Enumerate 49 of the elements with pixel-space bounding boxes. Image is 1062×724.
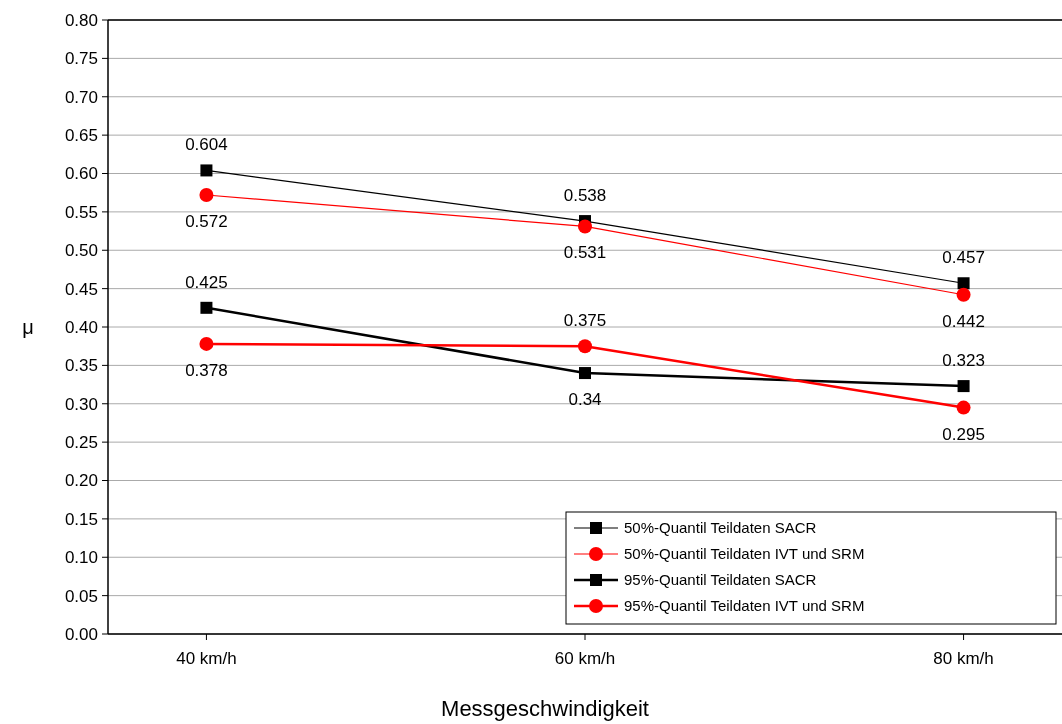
data-label: 0.604 bbox=[185, 135, 228, 155]
legend-label: 95%-Quantil Teildaten SACR bbox=[624, 571, 817, 589]
y-tick-label: 0.55 bbox=[64, 202, 98, 222]
data-label: 0.442 bbox=[942, 311, 985, 331]
data-label: 0.323 bbox=[942, 351, 985, 371]
point bbox=[578, 219, 592, 234]
point bbox=[199, 187, 214, 202]
data-label: 0.34 bbox=[568, 390, 602, 410]
point bbox=[579, 367, 591, 380]
data-label: 0.457 bbox=[942, 248, 985, 268]
y-tick-label: 0.05 bbox=[64, 586, 98, 606]
y-tick-label: 0.25 bbox=[64, 433, 98, 453]
point bbox=[199, 336, 214, 351]
y-tick-label: 0.40 bbox=[64, 317, 98, 337]
data-label: 0.295 bbox=[942, 424, 985, 444]
y-tick-label: 0.15 bbox=[64, 509, 98, 529]
point bbox=[956, 287, 971, 302]
y-tick-label: 0.50 bbox=[64, 241, 98, 261]
legend-label: 50%-Quantil Teildaten SACR bbox=[624, 519, 817, 537]
y-tick-label: 0.35 bbox=[64, 356, 98, 376]
data-label: 0.378 bbox=[185, 360, 228, 380]
y-tick-label: 0.45 bbox=[64, 279, 98, 299]
x-tick-label: 60 km/h bbox=[554, 649, 616, 668]
x-axis-title: Messgeschwindigkeit bbox=[441, 696, 649, 721]
y-tick-label: 0.10 bbox=[64, 548, 98, 568]
data-label: 0.572 bbox=[185, 211, 228, 231]
y-tick-label: 0.60 bbox=[64, 164, 98, 184]
data-label: 0.375 bbox=[563, 311, 607, 331]
legend-label: 95%-Quantil Teildaten IVT und SRM bbox=[624, 597, 865, 615]
y-tick-label: 0.70 bbox=[64, 87, 98, 107]
data-label: 0.531 bbox=[563, 243, 607, 263]
point bbox=[200, 301, 213, 314]
data-label: 0.538 bbox=[563, 186, 607, 206]
x-tick-label: 40 km/h bbox=[176, 649, 237, 668]
point bbox=[578, 339, 592, 354]
legend-label: 50%-Quantil Teildaten IVT und SRM bbox=[624, 545, 865, 563]
y-tick-label: 0.20 bbox=[64, 471, 98, 491]
x-tick-label: 80 km/h bbox=[933, 649, 994, 668]
y-tick-label: 0.30 bbox=[64, 394, 98, 414]
point bbox=[956, 400, 971, 415]
point bbox=[957, 380, 970, 393]
y-axis-title: μ bbox=[22, 316, 34, 338]
y-tick-label: 0.65 bbox=[64, 126, 98, 146]
y-tick-label: 0.80 bbox=[64, 10, 98, 30]
y-tick-label: 0.00 bbox=[64, 624, 98, 644]
point bbox=[200, 164, 213, 177]
data-label: 0.425 bbox=[185, 272, 228, 292]
point bbox=[957, 277, 970, 290]
y-tick-label: 0.75 bbox=[64, 49, 98, 69]
